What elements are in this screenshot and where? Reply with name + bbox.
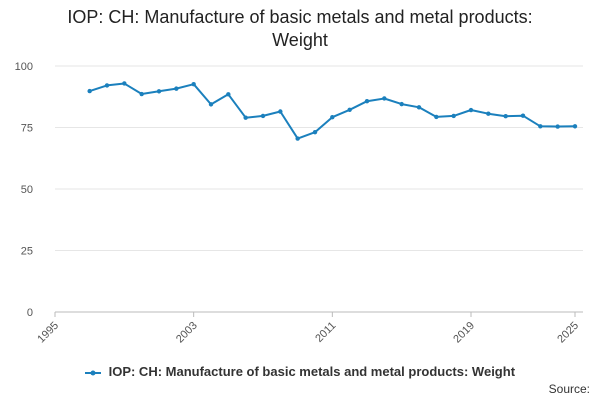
chart-title: IOP: CH: Manufacture of basic metals and… [0,6,600,52]
data-point-2011 [330,114,335,120]
data-point-2000 [139,91,144,97]
data-point-2010 [312,129,318,135]
data-point-1999 [122,81,127,86]
x-tick-label-2019: 2019 [451,320,477,346]
data-point-2005 [226,92,231,97]
data-point-2008 [278,109,283,114]
series-line-0 [89,82,576,140]
data-point-2021 [503,113,508,119]
data-point-2001 [156,89,162,94]
data-point-2024 [555,124,560,129]
data-point-2019 [468,107,474,113]
data-point-2023 [538,124,543,129]
data-point-2004 [208,102,214,107]
data-point-2009 [295,136,300,141]
y-tick-label-25: 25 [21,246,33,258]
data-point-2015 [399,101,404,107]
data-point-2018 [451,113,456,119]
legend-label: IOP: CH: Manufacture of basic metals and… [108,364,516,379]
data-point-2014 [382,96,387,101]
data-point-2020 [486,111,491,116]
x-tick-label-2003: 2003 [174,320,200,346]
data-point-1997 [87,88,92,94]
data-point-1998 [104,83,110,88]
y-tick-label-50: 50 [21,184,33,196]
data-point-2022 [520,113,526,118]
data-point-2006 [243,115,248,120]
data-point-2017 [434,114,439,120]
x-tick-label-1995: 1995 [35,320,61,346]
legend-line-icon [84,370,101,376]
y-tick-label-75: 75 [21,123,33,135]
y-tick-label-0: 0 [27,307,33,319]
data-point-2007 [260,113,266,119]
data-point-2002 [174,86,179,91]
x-tick-label-2011: 2011 [313,320,338,345]
chart-title-line-2: Weight [272,30,328,50]
data-point-2016 [416,105,422,110]
data-point-2012 [347,107,352,112]
chart-title-line-1: IOP: CH: Manufacture of basic metals and… [67,7,533,27]
y-tick-label-100: 100 [15,61,33,73]
source-label: Source: [548,382,590,396]
data-point-2013 [364,98,370,104]
data-point-2025 [572,124,578,129]
x-tick-label-2025: 2025 [555,320,581,346]
legend[interactable]: IOP: CH: Manufacture of basic metals and… [0,364,600,379]
data-point-2003 [191,82,196,87]
